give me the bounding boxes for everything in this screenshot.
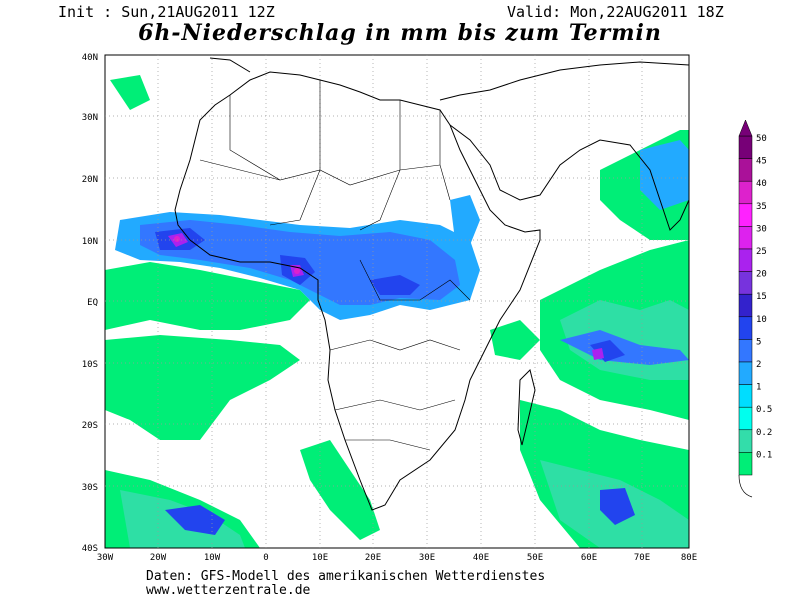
map-title: 6h-Niederschlag in mm bis zum Termin [138,20,662,46]
legend-label: 2 [756,360,761,370]
lon-label: 20W [150,553,167,563]
legend-label: 0.1 [756,450,772,460]
legend-swatch [738,203,753,227]
legend-swatch [738,339,753,363]
legend-arrow-bottom [738,474,753,498]
legend-label: 0.2 [756,428,772,438]
lon-label: 10E [312,553,328,563]
website: www.wetterzentrale.de [146,583,311,598]
legend-label: 20 [756,270,767,280]
lat-label: 20S [82,421,98,431]
legend-swatch [738,316,753,340]
legend-swatch [738,293,753,318]
coastlines [174,57,690,511]
axis-labels: 40N 30N 20N 10N EQ 10S 20S 30S 40S 30W 2… [82,53,697,563]
legend-swatch [738,248,753,272]
legend-swatch [738,226,753,250]
legend-swatch [738,406,753,431]
lat-label: 40N [82,53,98,63]
legend-label: 45 [756,157,767,167]
lat-label: 20N [82,175,98,185]
legend-swatch [738,271,753,295]
legend-swatch [738,384,753,408]
data-source: Daten: GFS-Modell des amerikanischen Wet… [146,569,546,584]
lon-label: 50E [527,553,543,563]
legend-swatch [738,452,753,476]
color-legend: 50 45 40 35 30 25 20 15 10 5 2 1 0.5 0.2 0.1 [738,119,772,498]
lon-label: 20E [365,553,381,563]
lat-label: 10S [82,360,98,370]
legend-swatch [738,158,753,182]
legend-label: 35 [756,202,767,212]
legend-label: 5 [756,337,761,347]
lon-label: 30E [419,553,435,563]
lat-label: 10N [82,237,98,247]
lon-label: 10W [204,553,221,563]
legend-swatch [738,135,753,159]
lon-label: 40E [473,553,489,563]
legend-label: 10 [756,315,767,325]
legend-label: 1 [756,383,761,393]
legend-swatch [738,180,753,205]
lat-label: 30S [82,483,98,493]
lat-label: 30N [82,113,98,123]
lon-label: 60E [581,553,597,563]
lon-label: 80E [681,553,697,563]
legend-label: 0.5 [756,405,772,415]
valid-time: Valid: Mon,22AUG2011 18Z [507,3,724,21]
legend-label: 25 [756,247,767,257]
legend-arrow-top [738,119,753,137]
legend-swatch [738,361,753,385]
footer: Daten: GFS-Modell des amerikanischen Wet… [146,570,545,598]
legend-swatch [738,429,753,453]
lat-label: 40S [82,544,98,554]
lon-label: 70E [634,553,650,563]
lon-label: 30W [97,553,114,563]
lon-label: 0 [263,553,268,563]
legend-label: 50 [756,134,767,144]
country-borders [199,80,471,451]
init-time: Init : Sun,21AUG2011 12Z [58,3,275,21]
legend-label: 40 [756,179,767,189]
legend-label: 15 [756,292,767,302]
lat-label: EQ [87,298,98,308]
precip-field [105,75,689,548]
map-frame [104,54,690,549]
legend-label: 30 [756,224,767,234]
